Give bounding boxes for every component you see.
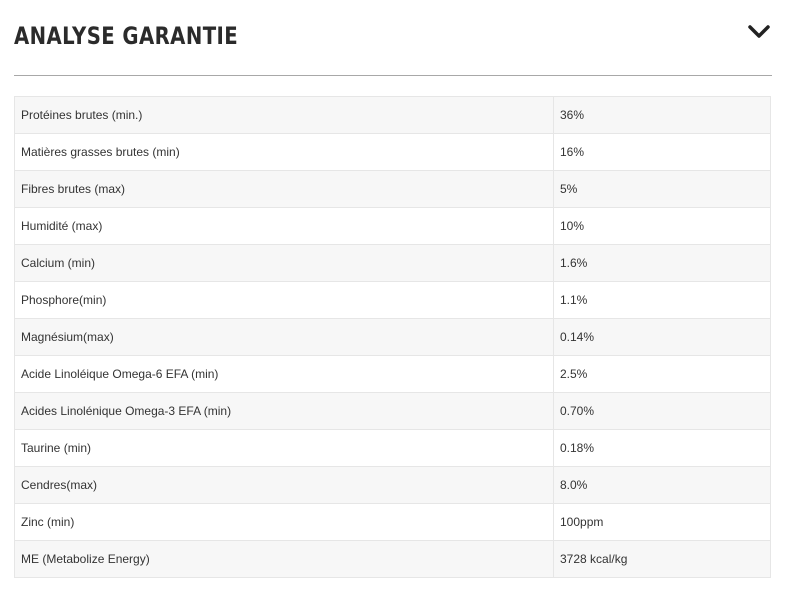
table-row: Calcium (min) 1.6%: [14, 244, 771, 282]
nutrient-value: 10%: [553, 207, 771, 245]
nutrient-name: ME (Metabolize Energy): [14, 540, 554, 578]
divider: [14, 75, 772, 76]
table-row: Cendres(max) 8.0%: [14, 466, 771, 504]
collapse-toggle[interactable]: [748, 24, 770, 40]
table-row: Matières grasses brutes (min) 16%: [14, 133, 771, 171]
analysis-table: Protéines brutes (min.) 36% Matières grass…: [14, 96, 771, 578]
nutrient-name: Matières grasses brutes (min): [14, 133, 554, 171]
nutrient-value: 16%: [553, 133, 771, 171]
nutrient-name: Acide Linoléique Omega-6 EFA (min): [14, 355, 554, 393]
nutrient-value: 0.18%: [553, 429, 771, 467]
nutrient-value: 2.5%: [553, 355, 771, 393]
nutrient-value: 0.14%: [553, 318, 771, 356]
nutrient-name: Calcium (min): [14, 244, 554, 282]
table-row: Acide Linoléique Omega-6 EFA (min) 2.5%: [14, 355, 771, 393]
table-row: Humidité (max) 10%: [14, 207, 771, 245]
nutrient-value: 8.0%: [553, 466, 771, 504]
table-row: Phosphore(min) 1.1%: [14, 281, 771, 319]
table-row: Taurine (min) 0.18%: [14, 429, 771, 467]
nutrient-name: Fibres brutes (max): [14, 170, 554, 208]
nutrient-value: 3728 kcal/kg: [553, 540, 771, 578]
nutrient-name: Zinc (min): [14, 503, 554, 541]
nutrient-name: Phosphore(min): [14, 281, 554, 319]
nutrient-name: Magnésium(max): [14, 318, 554, 356]
nutrient-value: 0.70%: [553, 392, 771, 430]
nutrient-name: Humidité (max): [14, 207, 554, 245]
nutrient-value: 100ppm: [553, 503, 771, 541]
table-row: Acides Linolénique Omega-3 EFA (min) 0.70…: [14, 392, 771, 430]
table-row: Protéines brutes (min.) 36%: [14, 96, 771, 134]
nutrient-name: Taurine (min): [14, 429, 554, 467]
section-title: ANALYSE GARANTIE: [14, 22, 239, 50]
nutrient-name: Cendres(max): [14, 466, 554, 504]
table-row: ME (Metabolize Energy) 3728 kcal/kg: [14, 540, 771, 578]
nutrient-value: 5%: [553, 170, 771, 208]
table-row: Zinc (min) 100ppm: [14, 503, 771, 541]
nutrient-name: Protéines brutes (min.): [14, 96, 554, 134]
table-row: Magnésium(max) 0.14%: [14, 318, 771, 356]
table-row: Fibres brutes (max) 5%: [14, 170, 771, 208]
nutrient-name: Acides Linolénique Omega-3 EFA (min): [14, 392, 554, 430]
nutrient-value: 36%: [553, 96, 771, 134]
nutrient-value: 1.6%: [553, 244, 771, 282]
nutrient-value: 1.1%: [553, 281, 771, 319]
